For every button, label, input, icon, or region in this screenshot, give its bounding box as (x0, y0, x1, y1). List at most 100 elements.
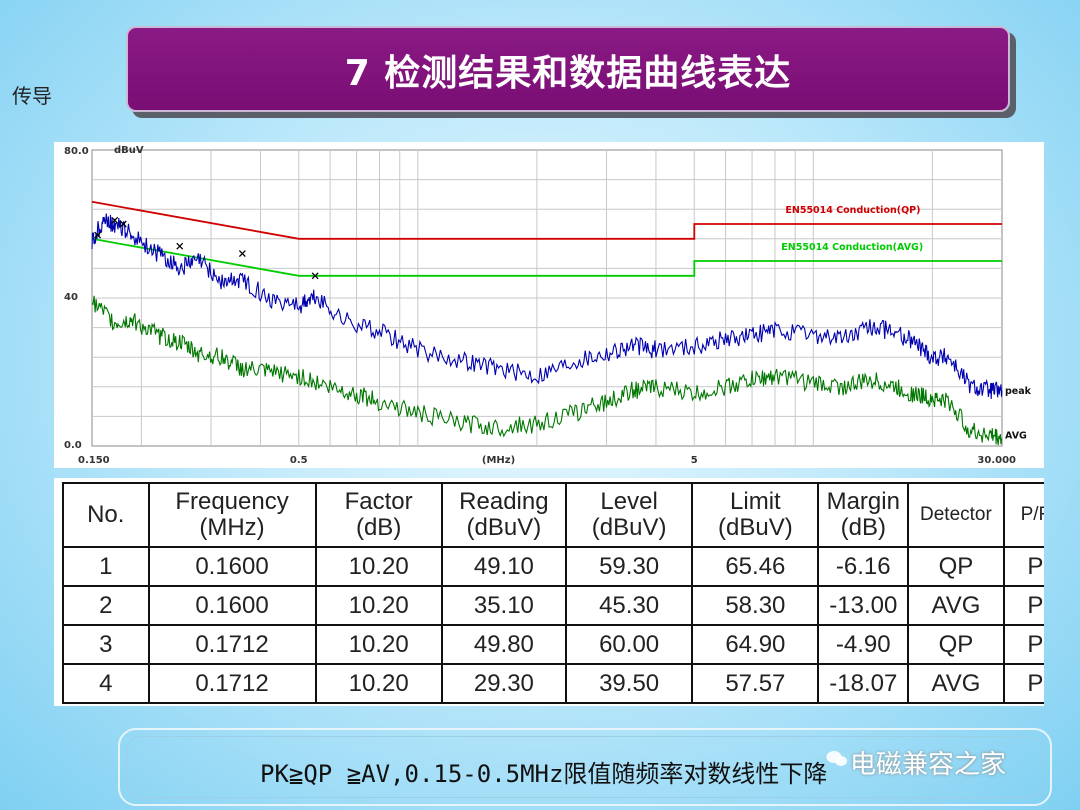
header-label: No. (87, 501, 125, 528)
table-cell: 0.1600 (147, 585, 317, 626)
table-cell: 35.10 (440, 585, 567, 626)
marker-stroke (311, 272, 319, 280)
x-tick-label: 5 (691, 455, 698, 466)
qp-limit-label: EN55014 Conduction(QP) (785, 205, 920, 216)
table-cell: 10.20 (314, 585, 443, 626)
table-cell: 4 (62, 663, 150, 704)
wechat-icon (826, 751, 847, 766)
x-tick-label: 0.5 (290, 455, 308, 466)
column-header: Level (dBuV) (564, 482, 694, 548)
table-cell: 10.20 (314, 663, 443, 704)
y-tick-label: 80.0 (64, 146, 89, 157)
table-row: 2 0.1600 10.20 35.10 45.30 58.30 -13.00 AVG P (62, 585, 1044, 626)
chart-series (91, 200, 1003, 446)
avg-limit-label: EN55014 Conduction(AVG) (781, 242, 923, 253)
table-cell: -18.07 (817, 663, 910, 704)
y-tick-label: 40 (64, 292, 78, 303)
table-cell: QP (907, 546, 1005, 587)
peak-marker (176, 242, 184, 250)
header-unit: (dB) (355, 514, 402, 541)
table-row: 4 0.1712 10.20 29.30 39.50 57.57 -18.07 AVG P (62, 663, 1044, 704)
table-cell: 39.50 (564, 663, 694, 704)
peak-marker (238, 250, 246, 258)
footer-note: PK≧QP ≧AV,0.15-0.5MHz限值随频率对数线性下降 (260, 760, 828, 788)
header-label: Frequency (175, 488, 289, 515)
header-unit: (dBuV) (466, 514, 542, 541)
table-cell: 60.00 (564, 624, 694, 665)
table-cell: 45.30 (564, 585, 694, 626)
table-cell: P (1002, 585, 1044, 626)
column-header: Frequency (MHz) (147, 482, 317, 548)
header-label: Factor (344, 488, 413, 515)
marker-stroke (238, 250, 246, 258)
x-tick-label: (MHz) (482, 455, 515, 466)
footer-inner-border (126, 736, 1044, 798)
peak-marker (311, 272, 319, 280)
column-header: P/F (1002, 482, 1044, 548)
y-tick-label: 0.0 (64, 440, 82, 451)
table-cell: 0.1712 (147, 624, 317, 665)
table-header-row: No. Frequency (MHz) Factor (dB) Reading (dBuV)… (62, 482, 1044, 548)
table-cell: 49.80 (440, 624, 567, 665)
header-unit: (dBuV) (718, 514, 793, 541)
header-label: Reading (459, 488, 549, 515)
marker-stroke (176, 242, 184, 250)
side-label: 传导 (12, 84, 52, 108)
trace-line (91, 295, 1003, 446)
header-label: Detector (920, 504, 992, 525)
column-header: Reading (dBuV) (440, 482, 567, 548)
header-unit: (dB) (840, 514, 886, 541)
table-cell: -4.90 (817, 624, 910, 665)
table-cell: 2 (62, 585, 150, 626)
footer-box: PK≧QP ≧AV,0.15-0.5MHz限值随频率对数线性下降 (118, 728, 1052, 806)
limit-line (91, 237, 1002, 277)
chart-grid (91, 149, 1003, 447)
table-cell: 0.1712 (147, 663, 317, 704)
table-cell: AVG (907, 663, 1005, 704)
table-cell: AVG (907, 585, 1005, 626)
table-cell: 65.46 (691, 546, 820, 587)
peak-marker (111, 216, 119, 224)
table-cell: 57.57 (691, 663, 820, 704)
trace-line (91, 213, 1003, 400)
table-cell: 10.20 (314, 624, 443, 665)
table-cell: QP (907, 624, 1005, 665)
table-row: 1 0.1600 10.20 49.10 59.30 65.46 -6.16 QP P (62, 546, 1044, 587)
slide-title: 7 检测结果和数据曲线表达 (344, 53, 792, 94)
marker-stroke (111, 216, 119, 224)
table-row: 3 0.1712 10.20 49.80 60.00 64.90 -4.90 QP P (62, 624, 1044, 665)
table-body: 1 0.1600 10.20 49.10 59.30 65.46 -6.16 QP P 2 0.16… (62, 546, 1044, 704)
table-cell: 58.30 (691, 585, 820, 626)
table-cell: 64.90 (691, 624, 820, 665)
header-label: Limit (730, 488, 781, 515)
column-header: No. (62, 482, 150, 548)
header-unit: (dBuV) (591, 514, 667, 541)
header-label: Level (600, 488, 658, 515)
table-cell: 3 (62, 624, 150, 665)
marker-stroke (94, 231, 102, 239)
table-cell: -13.00 (817, 585, 910, 626)
column-header: Margin (dB) (817, 482, 910, 548)
table-cell: -6.16 (817, 546, 910, 587)
table-cell: 29.30 (440, 663, 567, 704)
results-table-panel: No. Frequency (MHz) Factor (dB) Reading (dBuV)… (54, 478, 1044, 706)
table-cell: P (1002, 624, 1044, 665)
limit-line (91, 200, 1002, 240)
table-cell: 1 (62, 546, 150, 587)
peak-marker (94, 231, 102, 239)
watermark: 电磁兼容之家 (850, 750, 1007, 780)
table-cell: 10.20 (314, 546, 443, 587)
x-tick-label: 30.000 (977, 455, 1016, 466)
header-unit: (MHz) (199, 514, 265, 541)
table-cell: 59.30 (564, 546, 694, 587)
column-header: Factor (dB) (314, 482, 443, 548)
header-label: Margin (826, 488, 900, 515)
title-banner: 7 检测结果和数据曲线表达 (126, 26, 1010, 112)
table-cell: P (1002, 663, 1044, 704)
header-label: P/F (1020, 504, 1044, 525)
chart-panel: 80.0 40 0.0 dBuV 0.150 0.5 (MHz) 5 30.000 EN55014… (54, 142, 1044, 468)
column-header: Detector (907, 482, 1005, 548)
emission-chart: 80.0 40 0.0 dBuV 0.150 0.5 (MHz) 5 30.000 EN55014… (64, 145, 1032, 466)
y-axis-label: dBuV (114, 145, 144, 156)
peak-trace-label: peak (1005, 386, 1032, 397)
